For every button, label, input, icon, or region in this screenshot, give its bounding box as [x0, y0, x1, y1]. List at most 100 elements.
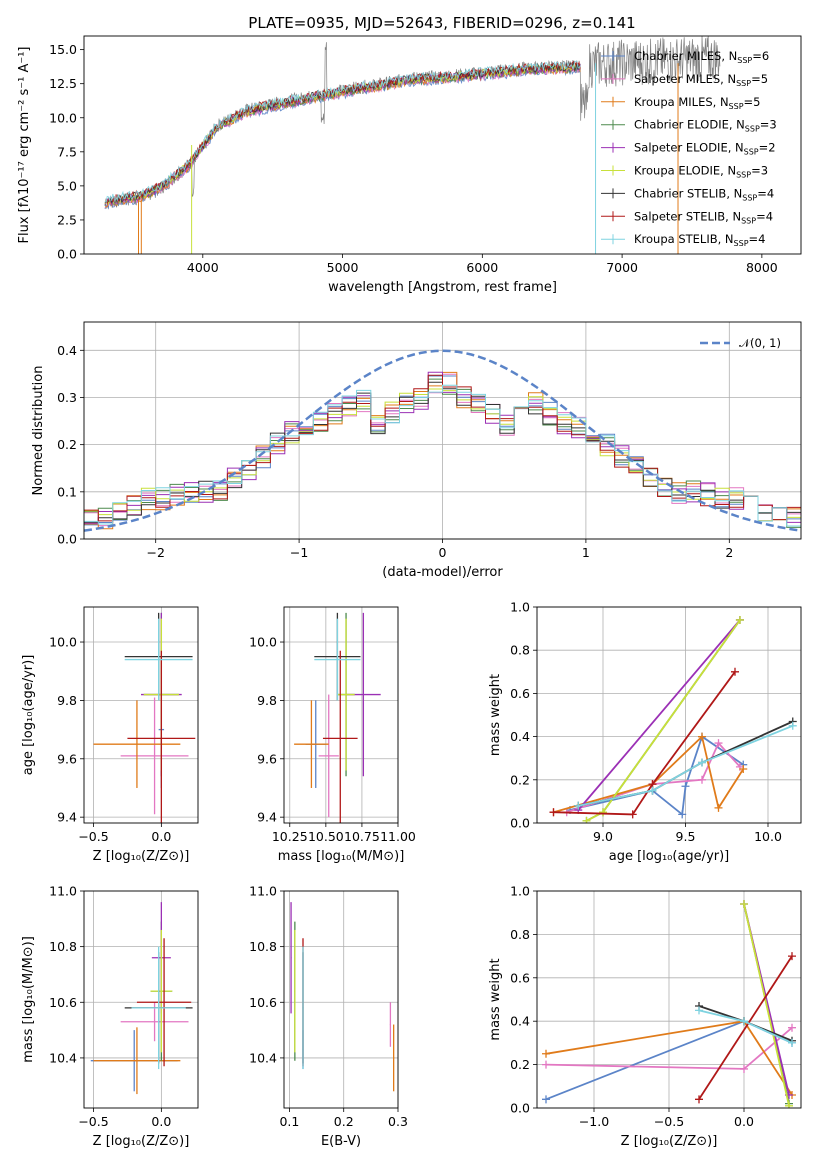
y-tick-label: 0.8: [510, 643, 530, 658]
chart-title: PLATE=0935, MJD=52643, FIBERID=0296, z=0…: [248, 14, 635, 32]
y-tick-label: 10.8: [249, 939, 277, 954]
legend-entry: Chabrier ELODIE, NSSP=3: [634, 118, 777, 134]
model-spectrum-line: [104, 63, 581, 207]
weight-point: [740, 1064, 748, 1073]
y-tick-label: 0.6: [510, 686, 530, 701]
weight-point: [739, 765, 748, 773]
y-tick-label: 9.4: [57, 810, 77, 825]
weight-point: [695, 1006, 703, 1015]
x-tick-label: 1: [582, 545, 590, 560]
y-tick-label: 10.0: [249, 635, 277, 650]
weight-point: [549, 808, 558, 817]
plot-area: [93, 612, 196, 823]
y-tick-label: 0.0: [510, 1101, 530, 1116]
plot-area: [290, 902, 395, 1092]
y-tick-label: 0.2: [510, 772, 530, 787]
legend-gaussian-label: 𝒩(0, 1): [739, 336, 781, 350]
x-axis-label: wavelength [Angstrom, rest frame]: [328, 280, 557, 295]
model-spectrum-line: [104, 60, 581, 205]
y-tick-label: 0.1: [57, 484, 77, 499]
plot-area: [549, 615, 797, 823]
weight-point: [788, 1038, 796, 1047]
y-tick-label: 9.6: [257, 751, 277, 766]
plot-area: [294, 612, 381, 823]
plot-area: [90, 902, 193, 1095]
axes-mass-vs-Z: −0.5 0.0 10.4 10.6 10.8 11.0 Z [log₁₀(Z/Z⊙)] ma…: [21, 884, 199, 1149]
legend: Chabrier MILES, NSSP=6 Salpeter MILES, NS…: [601, 49, 777, 248]
y-tick-label: 10.4: [249, 1050, 277, 1065]
y-tick-label: 0.0: [57, 247, 77, 262]
model-spectrum-line: [104, 60, 581, 205]
axes-mass-vs-ebv: 0.1 0.2 0.3 10.4 10.6 10.8 11.0 E(B-V): [249, 884, 408, 1150]
y-tick-label: 10.0: [49, 110, 77, 125]
y-tick-label: 10.0: [49, 635, 77, 650]
weight-point: [599, 808, 607, 817]
y-tick-label: 1.0: [510, 884, 530, 899]
y-tick-label: 10.8: [49, 939, 77, 954]
weight-point: [698, 775, 706, 784]
y-tick-label: 0.8: [510, 927, 530, 942]
weight-point: [574, 801, 583, 810]
legend-entry: Kroupa STELIB, NSSP=4: [634, 232, 765, 248]
x-axis-label: mass [log₁₀(M/M⊙)]: [278, 849, 405, 864]
axes-weight-vs-Z: −1.0 −0.5 0.0 0.0 0.2 0.4 0.6 0.8 1.0 Z [log₁₀(Z/…: [488, 884, 802, 1149]
weight-line: [578, 724, 794, 807]
y-tick-label: 0.4: [510, 1014, 530, 1029]
y-tick-label: 10.6: [249, 995, 277, 1010]
x-tick-label: 0.0: [151, 829, 171, 844]
y-axis-label: mass [log₁₀(M/M⊙)]: [21, 936, 36, 1063]
y-tick-label: 10.4: [49, 1050, 77, 1065]
axes-residuals: −2 −1 0 1 2 0.0 0.1 0.2 0.3 0.4 (data-model)/error…: [31, 321, 802, 580]
axes-frame: [83, 890, 199, 1109]
axes-spectrum: 4000 5000 6000 7000 8000 0.0 2.5 5.0 7.5 10.0 12.5…: [17, 35, 802, 295]
residual-histogram: [84, 374, 801, 522]
x-tick-label: 0: [439, 545, 447, 560]
y-tick-label: 10.6: [49, 995, 77, 1010]
y-tick-label: 5.0: [57, 178, 77, 193]
weight-line: [577, 619, 741, 811]
x-tick-label: 0.2: [334, 1114, 354, 1129]
plot-area: [542, 900, 796, 1108]
axes-frame: [283, 606, 399, 824]
x-tick-label: 5000: [327, 260, 359, 275]
axes-frame: [536, 606, 802, 824]
y-tick-label: 9.4: [257, 810, 277, 825]
x-tick-label: 9.0: [593, 829, 613, 844]
weight-line: [553, 671, 736, 816]
y-tick-label: 0.2: [57, 437, 77, 452]
axes-frame: [83, 35, 802, 255]
data-spectrum: [104, 36, 721, 209]
x-tick-label: 0.1: [279, 1114, 299, 1129]
weight-point: [788, 952, 796, 961]
y-axis-label: Normed distribution: [31, 366, 46, 496]
weight-point: [735, 615, 744, 624]
x-axis-label: Z [log₁₀(Z/Z⊙)]: [621, 1134, 718, 1149]
weight-point: [785, 1101, 793, 1108]
y-tick-label: 7.5: [57, 144, 77, 159]
x-tick-label: 0.0: [734, 1114, 754, 1129]
y-tick-label: 0.3: [57, 390, 77, 405]
weight-point: [698, 732, 706, 741]
legend-entry: Salpeter ELODIE, NSSP=2: [634, 141, 776, 157]
model-spectrum-line: [104, 60, 581, 204]
y-tick-label: 0.0: [57, 532, 77, 547]
weight-point: [714, 803, 723, 812]
weight-point: [542, 1060, 550, 1069]
y-tick-label: 0.4: [510, 729, 530, 744]
x-tick-label: −1.0: [579, 1114, 609, 1129]
weight-point: [582, 816, 591, 823]
x-tick-label: 8000: [746, 260, 778, 275]
axes-age-vs-Z: −0.5 0.0 9.4 9.6 9.8 10.0 Z [log₁₀(Z/Z⊙)] age […: [21, 606, 199, 864]
x-tick-label: 2: [725, 545, 733, 560]
weight-line: [698, 955, 793, 1100]
weight-point: [740, 900, 748, 909]
y-tick-label: 2.5: [57, 212, 77, 227]
legend-entry: Salpeter STELIB, NSSP=4: [634, 209, 773, 225]
weight-point: [542, 1095, 550, 1104]
x-tick-label: −0.5: [78, 1114, 108, 1129]
y-tick-label: 11.0: [249, 884, 277, 899]
x-tick-label: −1: [290, 545, 308, 560]
y-tick-label: 9.6: [57, 751, 77, 766]
x-tick-label: −0.5: [654, 1114, 684, 1129]
